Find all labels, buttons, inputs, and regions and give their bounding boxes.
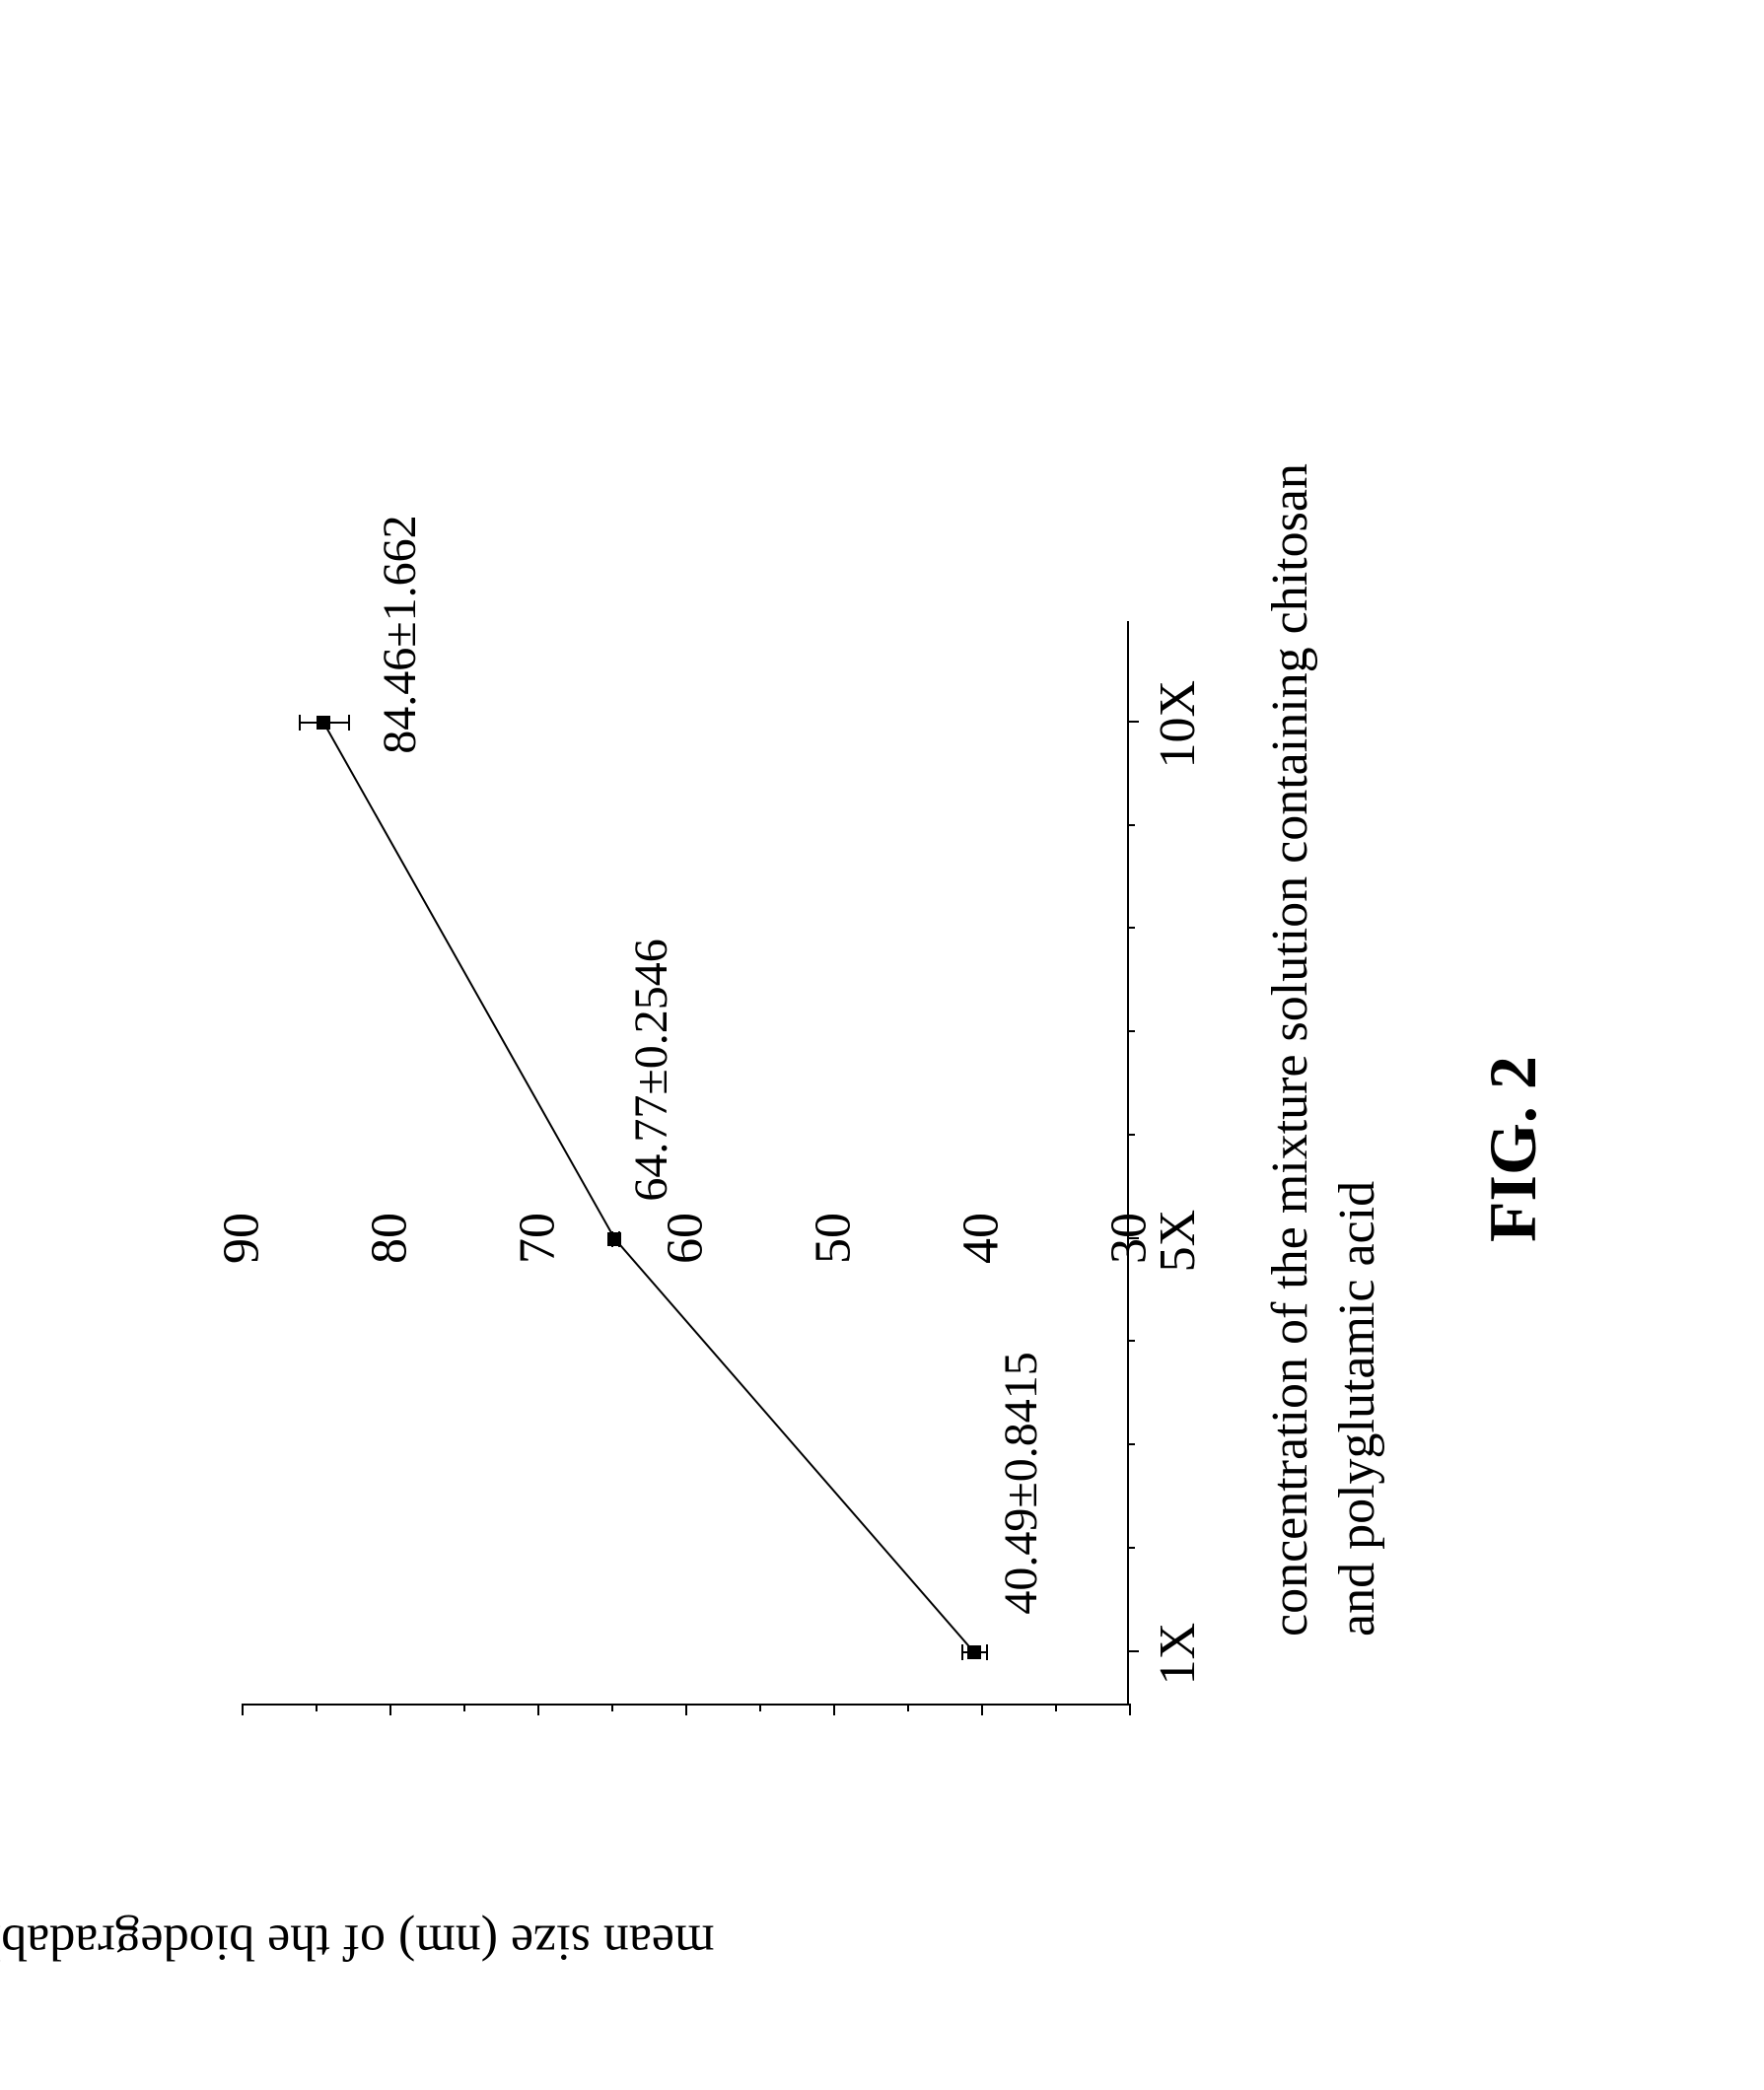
y-tick — [833, 1704, 835, 1715]
error-cap — [986, 1644, 988, 1660]
point-label: 64.77±0.2546 — [624, 939, 678, 1201]
y-tick — [537, 1704, 539, 1715]
x-tick-minor — [1127, 1547, 1135, 1549]
x-tick-minor — [1127, 824, 1135, 826]
y-tick — [981, 1704, 983, 1715]
x-tick-label: 1X — [1149, 1623, 1207, 1686]
figure-caption: FIG. 2 — [1474, 1056, 1552, 1242]
y-tick-label: 50 — [804, 1213, 862, 1264]
y-tick-label: 40 — [952, 1213, 1010, 1264]
y-tick-minor — [759, 1704, 761, 1711]
x-axis-label: concentration of the mixture solution co… — [1257, 453, 1390, 1637]
y-tick — [389, 1704, 391, 1715]
y-tick-minor — [907, 1704, 909, 1711]
x-tick-label: 5X — [1149, 1210, 1207, 1273]
error-cap — [299, 715, 301, 731]
y-tick — [685, 1704, 687, 1715]
y-tick — [242, 1704, 244, 1715]
y-tick-minor — [1055, 1704, 1057, 1711]
x-tick — [1127, 721, 1139, 723]
x-tick-label: 10X — [1149, 680, 1207, 769]
y-tick — [1129, 1704, 1131, 1715]
y-tick-label: 60 — [656, 1213, 714, 1264]
x-tick-minor — [1127, 1030, 1135, 1032]
x-tick-minor — [1127, 927, 1135, 929]
data-marker — [966, 1645, 980, 1659]
error-cap — [348, 715, 350, 731]
y-axis-label: mean size (nm) of the biodegradable carr… — [0, 1914, 714, 1972]
x-tick-minor — [1127, 1443, 1135, 1445]
chart-area: mean size (nm) of the biodegradable carr… — [143, 108, 1622, 1982]
y-tick-label: 80 — [360, 1213, 418, 1264]
y-tick-label: 90 — [212, 1213, 270, 1264]
y-tick-minor — [611, 1704, 613, 1711]
error-cap — [961, 1644, 963, 1660]
data-marker — [317, 716, 330, 730]
x-tick-minor — [1127, 1134, 1135, 1136]
figure-container: mean size (nm) of the biodegradable carr… — [143, 108, 1622, 1982]
x-tick-minor — [1127, 1340, 1135, 1342]
point-label: 84.46±1.662 — [373, 515, 427, 753]
data-marker — [607, 1232, 621, 1246]
y-tick-minor — [316, 1704, 318, 1711]
point-label: 40.49±0.8415 — [993, 1352, 1047, 1614]
x-tick — [1127, 1650, 1139, 1652]
y-tick-minor — [463, 1704, 465, 1711]
y-tick-label: 70 — [508, 1213, 566, 1264]
